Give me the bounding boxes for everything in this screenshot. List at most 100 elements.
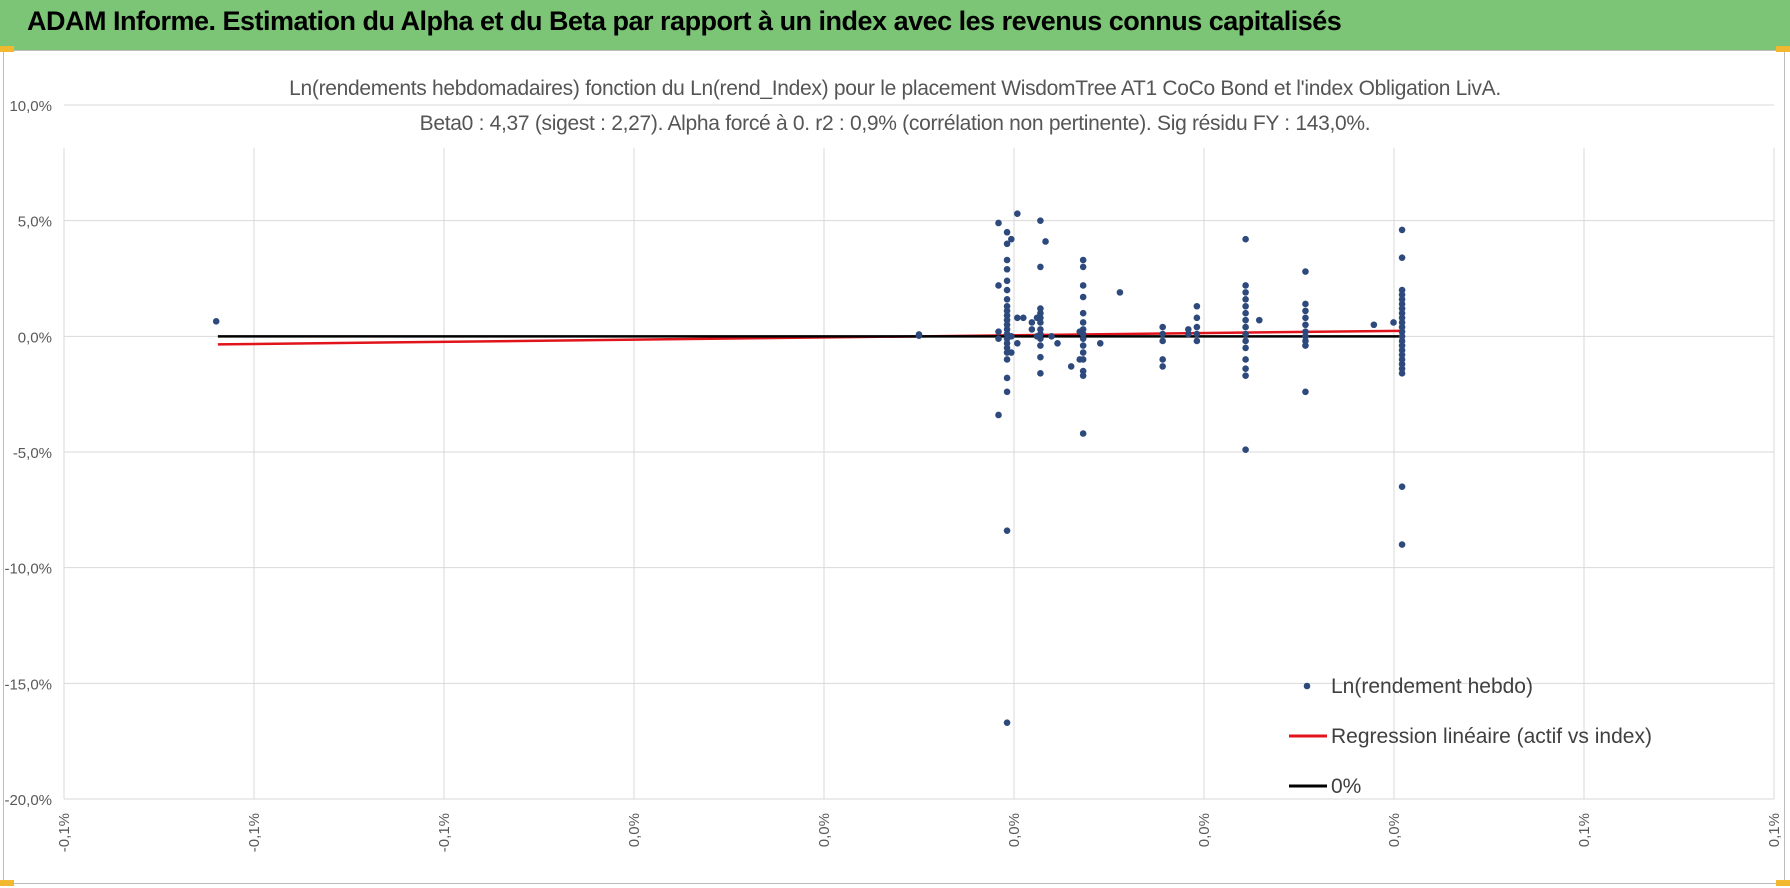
data-point <box>1079 309 1087 317</box>
data-point <box>995 282 1002 289</box>
legend-label: 0% <box>1331 775 1361 798</box>
data-point <box>1079 263 1087 271</box>
data-point <box>1242 372 1249 379</box>
y-tick-label: -20,0% <box>4 792 52 809</box>
data-point <box>1398 346 1406 354</box>
legend: Ln(rendement hebdo) Regression linéaire (… <box>1289 675 1652 798</box>
data-point <box>1255 316 1263 324</box>
data-point <box>1398 305 1406 312</box>
data-point <box>1242 365 1249 373</box>
data-point <box>1398 365 1406 373</box>
series-lines <box>217 329 1403 346</box>
data-point <box>1003 307 1011 315</box>
data-point <box>1054 339 1061 347</box>
x-tick-label: 0,0% <box>1386 813 1403 847</box>
legend-label: Regression linéaire (actif vs index) <box>1331 725 1652 748</box>
data-point <box>1067 363 1075 370</box>
data-point <box>1116 289 1124 296</box>
data-point <box>1003 240 1011 248</box>
x-tick-label: 0,0% <box>1196 813 1213 847</box>
data-point <box>1398 342 1406 349</box>
data-point <box>1302 328 1309 336</box>
data-point <box>1242 282 1249 289</box>
data-point <box>1079 326 1087 333</box>
x-tick-label: -0,1% <box>56 813 73 852</box>
data-point <box>1079 367 1087 375</box>
data-point <box>1008 333 1015 340</box>
chart-subtitle: Beta0 : 4,37 (sigest : 2,27). Alpha forc… <box>419 112 1371 135</box>
data-point <box>1003 277 1011 285</box>
data-point <box>1003 265 1011 273</box>
data-point <box>1014 314 1021 322</box>
data-point <box>1003 374 1011 382</box>
data-point <box>1398 323 1406 331</box>
data-point <box>1398 351 1406 359</box>
data-point <box>1398 291 1406 298</box>
data-point <box>1014 210 1021 218</box>
data-point <box>212 317 220 325</box>
x-tick-label: 0,0% <box>816 813 833 847</box>
data-point <box>1159 337 1166 345</box>
frame-corner-bottom-left <box>0 880 14 886</box>
data-point <box>1003 321 1011 329</box>
data-point <box>1003 388 1011 396</box>
data-point <box>1302 268 1309 275</box>
y-tick-label: -15,0% <box>4 676 52 693</box>
data-point <box>1159 330 1166 338</box>
data-point <box>1242 337 1249 345</box>
data-point <box>1037 305 1044 312</box>
data-point <box>1079 342 1087 349</box>
data-point <box>1079 330 1087 338</box>
data-point <box>1003 256 1011 264</box>
data-point <box>1079 293 1087 301</box>
chart-title: Ln(rendements hebdomadaires) fonction du… <box>289 77 1501 100</box>
data-point <box>1003 228 1011 236</box>
data-point <box>1003 339 1011 347</box>
data-point <box>1079 430 1087 437</box>
data-point <box>1079 356 1087 363</box>
data-point <box>1398 314 1406 322</box>
data-point <box>1242 330 1249 338</box>
y-axis-tick-labels: 10,0% 5,0% 0,0% -5,0% -10,0% -15,0% -20,0% <box>4 98 52 809</box>
data-point <box>1159 323 1166 331</box>
data-point <box>995 335 1002 342</box>
x-tick-label: 0,0% <box>1006 813 1023 847</box>
data-point <box>1398 356 1406 363</box>
data-point <box>1008 349 1015 356</box>
data-point <box>1242 289 1249 296</box>
data-point <box>1398 370 1406 377</box>
data-point <box>1242 302 1249 310</box>
data-point <box>1037 319 1044 326</box>
data-point <box>1193 302 1201 310</box>
legend-marker-points <box>1303 682 1311 690</box>
data-point <box>1159 363 1166 370</box>
data-point <box>995 219 1002 227</box>
frame-corner-top-right <box>1776 46 1790 52</box>
data-point <box>1096 339 1104 347</box>
data-point <box>1302 314 1309 322</box>
data-point <box>1048 333 1055 340</box>
data-point <box>1003 719 1011 726</box>
data-point <box>1398 296 1406 303</box>
data-point <box>1003 286 1011 294</box>
data-point <box>1193 330 1201 338</box>
y-tick-label: 0,0% <box>18 329 52 346</box>
data-point <box>1398 226 1406 234</box>
data-point <box>1398 309 1406 317</box>
data-point <box>1398 360 1406 368</box>
data-point <box>1003 316 1011 324</box>
data-point <box>1398 541 1406 548</box>
data-point <box>1398 254 1406 261</box>
data-point <box>1003 312 1011 319</box>
data-point <box>1003 296 1011 303</box>
y-tick-label: -10,0% <box>4 561 52 578</box>
data-point <box>915 332 923 339</box>
data-point <box>1185 326 1192 333</box>
data-point <box>1003 344 1011 352</box>
data-point <box>1079 335 1087 342</box>
legend-label: Ln(rendement hebdo) <box>1331 675 1533 698</box>
data-point <box>1242 309 1249 317</box>
data-point <box>1037 330 1044 338</box>
data-point <box>1159 356 1166 363</box>
frame-corner-bottom-right <box>1776 880 1790 886</box>
